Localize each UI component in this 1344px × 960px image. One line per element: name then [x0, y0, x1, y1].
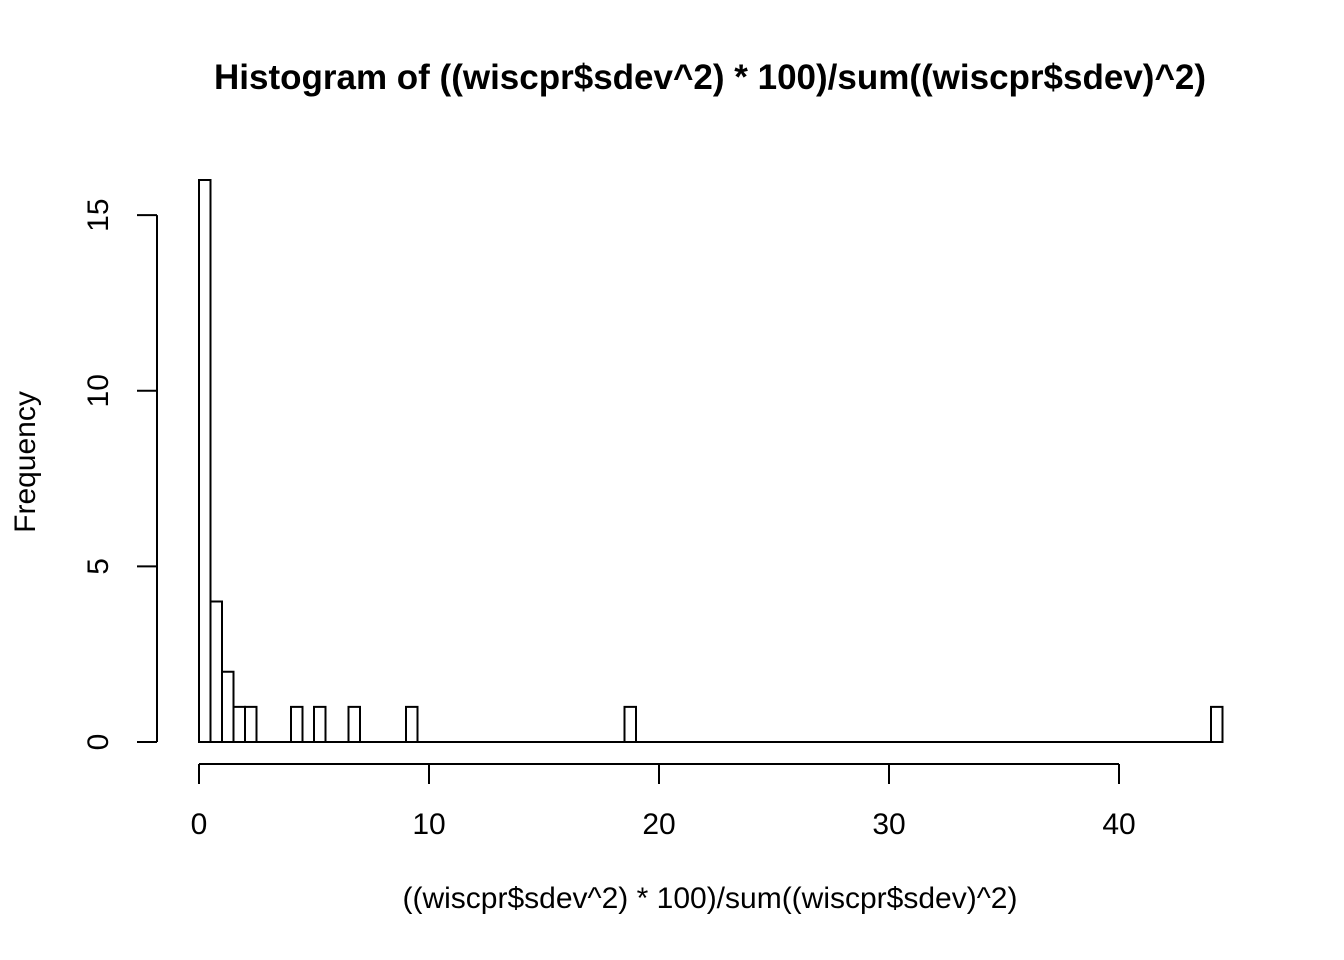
y-tick-label-5: 5: [82, 558, 115, 575]
histogram-bar-2: [221, 670, 235, 743]
x-tick-label-0: 0: [191, 808, 208, 841]
x-tick-label-10: 10: [412, 808, 445, 841]
chart-title: Histogram of ((wiscpr$sdev^2) * 100)/sum…: [213, 58, 1206, 97]
y-tick-label-0: 0: [82, 734, 115, 751]
histogram-bar-10: [1210, 705, 1224, 743]
histogram-bar-4: [244, 705, 258, 743]
histogram-bar-1: [209, 600, 223, 743]
histogram-bar-0: [198, 179, 212, 743]
x-tick-label-40: 40: [1102, 808, 1135, 841]
x-tick-label-30: 30: [872, 808, 905, 841]
histogram-bar-7: [347, 705, 361, 743]
x-axis-label: ((wiscpr$sdev^2) * 100)/sum((wiscpr$sdev…: [402, 882, 1018, 915]
y-tick-label-10: 10: [82, 374, 115, 407]
histogram-bar-8: [405, 705, 419, 743]
x-tick-label-20: 20: [642, 808, 675, 841]
histogram-bar-3: [232, 705, 246, 743]
histogram-bar-6: [313, 705, 327, 743]
histogram-bar-9: [623, 705, 637, 743]
histogram-bar-5: [290, 705, 304, 743]
y-tick-label-15: 15: [82, 198, 115, 231]
